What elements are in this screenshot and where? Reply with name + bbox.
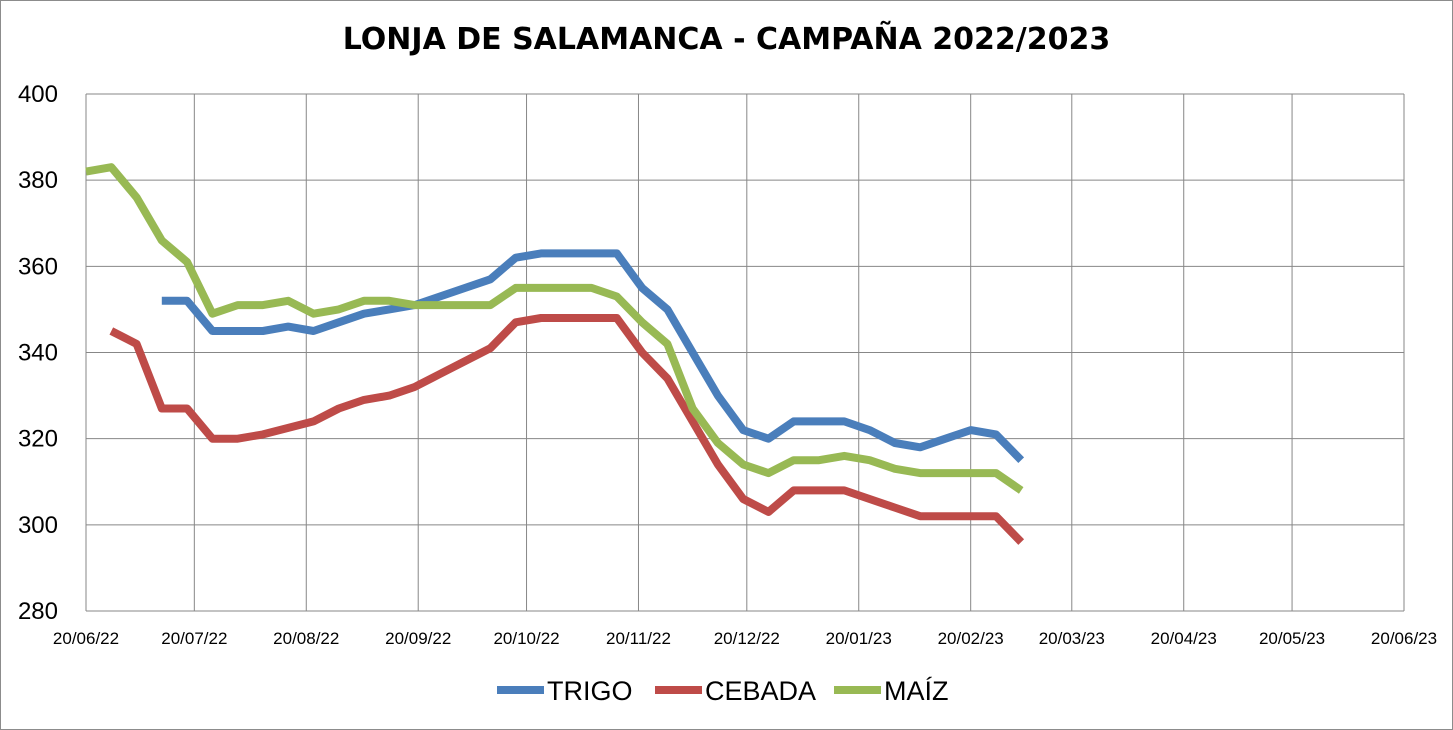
x-tick-label: 20/10/22 — [493, 629, 559, 648]
x-tick-label: 20/08/22 — [273, 629, 339, 648]
x-tick-label: 20/03/23 — [1039, 629, 1105, 648]
y-tick-label: 320 — [18, 426, 58, 453]
y-tick-label: 400 — [18, 81, 58, 108]
series-line-2 — [85, 163, 1024, 494]
chart-title: LONJA DE SALAMANCA - CAMPAÑA 2022/2023 — [342, 22, 1111, 57]
x-tick-label: 20/02/23 — [938, 629, 1004, 648]
x-tick-label: 20/01/23 — [826, 629, 892, 648]
y-tick-label: 380 — [18, 167, 58, 194]
y-tick-label: 340 — [18, 340, 58, 367]
y-axis-ticks: 280 300 320 340 360 380 400 — [18, 81, 58, 625]
y-tick-label: 360 — [18, 253, 58, 280]
x-tick-label: 20/12/22 — [714, 629, 780, 648]
x-tick-label: 20/07/22 — [161, 629, 227, 648]
legend-label-1: CEBADA — [705, 676, 816, 706]
legend-label-0: TRIGO — [547, 676, 633, 706]
gridlines — [85, 93, 1405, 612]
x-tick-label: 20/05/23 — [1259, 629, 1325, 648]
x-tick-label: 20/11/22 — [606, 629, 671, 648]
y-tick-label: 300 — [18, 512, 58, 539]
x-tick-label: 20/09/22 — [385, 629, 451, 648]
series-line-0 — [161, 249, 1025, 463]
x-tick-label: 20/06/22 — [53, 629, 119, 648]
x-axis-ticks: 20/06/22 20/07/22 20/08/22 20/09/22 20/10/22… — [53, 629, 1437, 648]
x-tick-label: 20/06/23 — [1371, 629, 1437, 648]
series-lines — [85, 163, 1025, 545]
y-tick-label: 280 — [18, 598, 58, 625]
legend-label-2: MAÍZ — [884, 676, 949, 706]
series-line-1 — [109, 314, 1025, 545]
x-tick-label: 20/04/23 — [1151, 629, 1217, 648]
legend: TRIGO CEBADA MAÍZ — [497, 676, 949, 706]
